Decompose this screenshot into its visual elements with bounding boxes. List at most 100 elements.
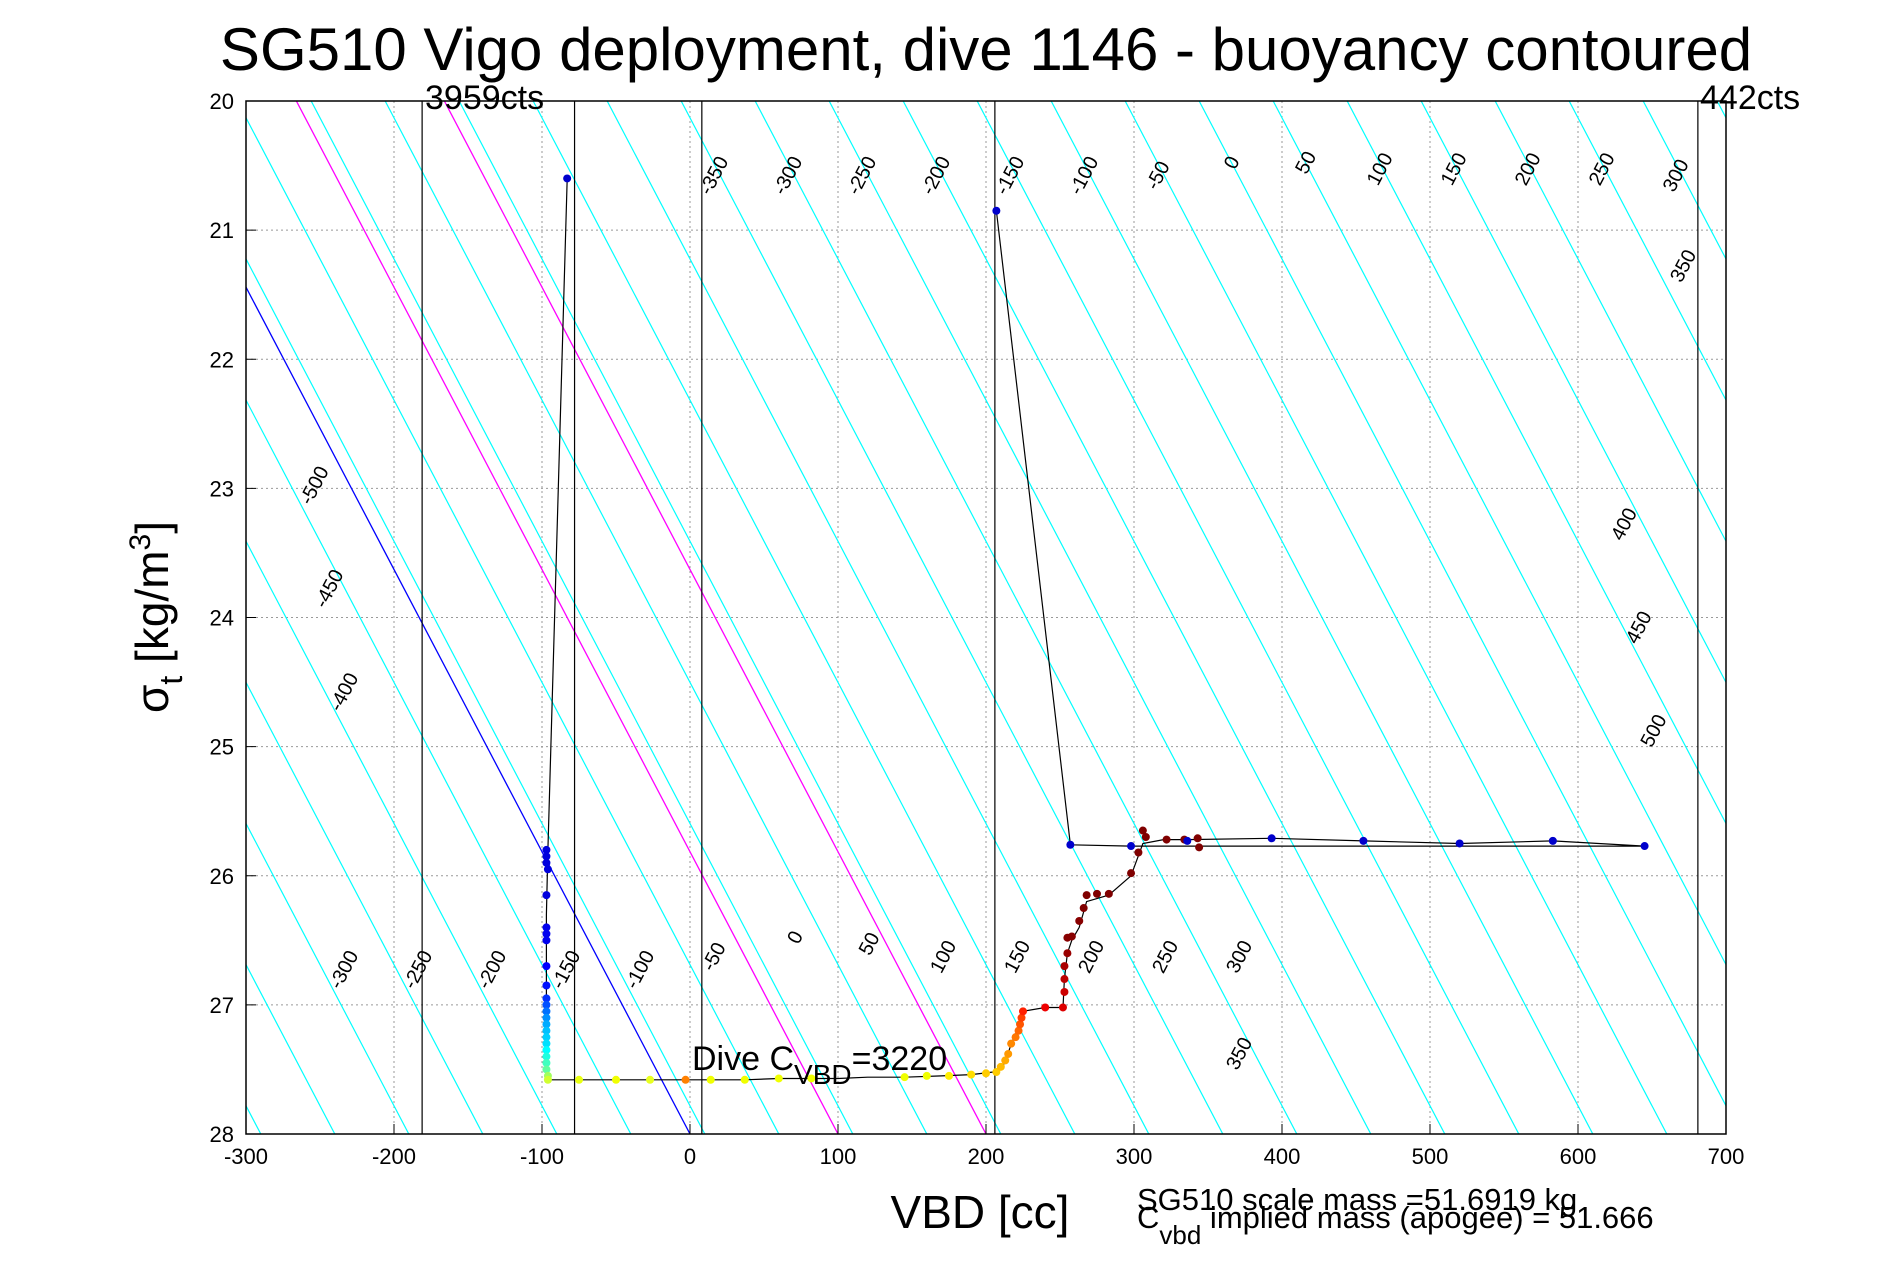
contour-line [532, 101, 1076, 1134]
data-point [982, 1069, 990, 1078]
y-axis-label: σt [kg/m3] [124, 521, 189, 713]
data-points [542, 174, 1649, 1084]
data-point [1004, 1049, 1013, 1058]
data-point [1001, 1056, 1010, 1065]
contour-line [246, 681, 484, 1134]
data-point [646, 1075, 655, 1084]
data-point [542, 1013, 551, 1022]
contour-line [0, 0, 33, 1262]
data-point [612, 1075, 620, 1084]
chart-title: SG510 Vigo deployment, dive 1146 - buoya… [220, 16, 1752, 83]
contour-line [1272, 101, 1726, 966]
contour-line [384, 101, 928, 1134]
data-point [1093, 889, 1101, 898]
data-point [1195, 843, 1204, 852]
x-tick-label: 100 [820, 1144, 857, 1169]
contour-line [246, 116, 780, 1134]
contour-line [0, 0, 107, 1262]
data-point [807, 1074, 816, 1083]
x-axis-ticks: -300 -200 -100 0 100 200 300 400 500 600 700 [224, 1124, 1744, 1169]
data-point [1075, 916, 1084, 925]
data-point [1267, 834, 1276, 843]
data-point [967, 1070, 976, 1079]
reference-line [295, 101, 839, 1134]
y-tick-label: 23 [210, 476, 234, 501]
x-tick-label: -300 [224, 1144, 268, 1169]
implied-mass-text: Cvbd implied mass (apogee) = 51.666 [1137, 1200, 1654, 1250]
contour-line [246, 257, 706, 1134]
data-point [996, 1062, 1005, 1071]
data-point [542, 1058, 551, 1067]
data-point [1162, 835, 1171, 844]
contour-line [976, 101, 1520, 1134]
data-point [1058, 1003, 1067, 1012]
contour-line [310, 101, 854, 1134]
data-point [543, 865, 552, 874]
contour-line [1568, 101, 1726, 402]
vline-label-right: 442cts [1700, 79, 1800, 117]
y-tick-label: 24 [210, 606, 234, 631]
data-point [542, 1033, 551, 1042]
contour-line [680, 101, 1224, 1134]
data-point [542, 1039, 551, 1048]
x-tick-label: 200 [968, 1144, 1005, 1169]
x-tick-label: -200 [372, 1144, 416, 1169]
contour-line [1871, 0, 1891, 1262]
x-tick-label: 500 [1412, 1144, 1449, 1169]
data-point [563, 174, 572, 183]
data-point [1127, 842, 1136, 851]
contour-line [754, 101, 1298, 1134]
grid [246, 101, 1726, 1134]
y-tick-label: 25 [210, 735, 234, 760]
data-point [1141, 833, 1150, 842]
contour-line [1797, 0, 1891, 1262]
data-point [542, 1000, 551, 1009]
data-point [1011, 1033, 1020, 1042]
x-tick-label: 700 [1708, 1144, 1745, 1169]
svg-text:σt [kg/m3]: σt [kg/m3] [124, 521, 189, 713]
data-point [1066, 840, 1075, 849]
reference-lines [246, 101, 987, 1134]
data-point [1019, 1007, 1027, 1016]
data-point [542, 981, 551, 990]
data-point [1017, 1013, 1026, 1022]
contour-line [1723, 0, 1891, 1262]
x-tick-label: 300 [1116, 1144, 1153, 1169]
contour-line [246, 539, 558, 1134]
data-point [1134, 848, 1143, 857]
data-point [1079, 904, 1088, 913]
data-point [1127, 869, 1136, 878]
data-point [1063, 949, 1072, 958]
y-tick-label: 21 [210, 218, 234, 243]
contour-line [902, 101, 1446, 1134]
data-point [1014, 1026, 1023, 1035]
data-point [542, 858, 551, 867]
vline-label-left: 3959cts [425, 79, 544, 117]
data-point [542, 1046, 551, 1055]
contour-line [1642, 101, 1726, 261]
data-point [681, 1075, 690, 1084]
scale-mass-text: SG510 scale mass =51.6919 kg [1137, 1182, 1577, 1217]
data-point [1082, 891, 1091, 900]
x-tick-label: 0 [684, 1144, 696, 1169]
data-point [900, 1073, 909, 1082]
data-point [542, 1026, 551, 1035]
data-point [575, 1075, 583, 1084]
x-tick-label: -100 [520, 1144, 564, 1169]
reference-line [443, 101, 987, 1134]
contour-line [1420, 101, 1726, 684]
data-point [1041, 1003, 1050, 1012]
contour-line [246, 822, 410, 1134]
data-point [1455, 839, 1464, 848]
data-point [1007, 1039, 1016, 1048]
reference-line [246, 285, 691, 1134]
x-axis-label: VBD [cc] [891, 1186, 1070, 1238]
contour-line [1198, 101, 1726, 1108]
y-tick-label: 27 [210, 993, 234, 1018]
data-point [542, 891, 551, 900]
data-point [1138, 826, 1147, 835]
data-point [542, 994, 551, 1003]
data-point [945, 1071, 953, 1080]
